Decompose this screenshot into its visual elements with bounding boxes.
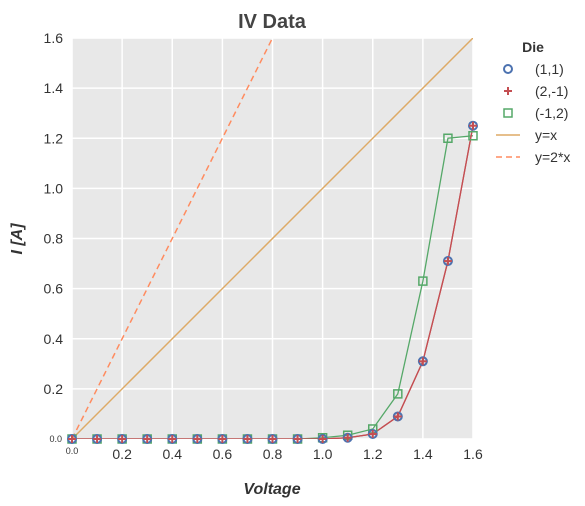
legend-title: Die xyxy=(522,39,544,55)
data-point-plus xyxy=(293,435,302,443)
data-point-square xyxy=(468,130,478,141)
legend-item: y=x xyxy=(496,127,557,143)
series-markers xyxy=(67,120,478,444)
y-axis-label: I [A] xyxy=(9,223,26,255)
legend-label: (1,1) xyxy=(535,61,564,77)
legend-item: (1,1) xyxy=(503,61,564,77)
x-tick-label: 1.0 xyxy=(313,446,333,462)
legend-item: (2,-1) xyxy=(504,83,568,99)
ref-line-y-2x xyxy=(72,38,274,439)
data-point-plus xyxy=(243,435,252,443)
y-tick-label: 0.4 xyxy=(44,331,64,347)
legend-item: (-1,2) xyxy=(503,105,568,121)
x-tick-label: 1.2 xyxy=(363,446,383,462)
chart-title: IV Data xyxy=(238,11,307,33)
y-tick-label: 0.8 xyxy=(44,231,64,247)
legend-label: (2,-1) xyxy=(535,83,568,99)
y-tick-labels: 0.0 0.2 0.4 0.6 0.8 1.0 1.2 1.4 1.6 xyxy=(44,30,64,444)
data-point-plus xyxy=(118,435,127,443)
reference-lines xyxy=(72,38,473,439)
data-point-plus xyxy=(143,435,152,443)
data-point-plus xyxy=(343,433,352,442)
y-tick-label: 1.2 xyxy=(44,130,64,146)
data-point-square xyxy=(443,133,453,143)
x-axis-label: Voltage xyxy=(243,481,300,498)
series-line xyxy=(72,125,473,439)
x-tick-label: 0.8 xyxy=(263,446,283,462)
y-tick-label: 1.0 xyxy=(44,180,64,196)
y-tick-label: 1.4 xyxy=(44,80,64,96)
data-point-plus xyxy=(469,121,477,130)
x-tick-label: 0.4 xyxy=(163,446,183,462)
y-tick-label: 0.6 xyxy=(44,281,64,297)
data-point-plus xyxy=(368,429,377,438)
data-point-square xyxy=(393,389,403,399)
y-tick-label: 1.6 xyxy=(44,30,64,46)
data-point-plus xyxy=(318,435,327,443)
data-point-square xyxy=(503,108,513,118)
x-tick-label: 0.2 xyxy=(112,446,132,462)
data-point-plus xyxy=(418,357,427,366)
data-point-plus xyxy=(393,412,402,421)
x-tick-labels: 0.0 0.2 0.4 0.6 0.8 1.0 1.2 1.4 1.6 xyxy=(66,446,483,462)
legend-label: y=2*x xyxy=(535,149,570,165)
legend-label: y=x xyxy=(535,127,557,143)
series-lines xyxy=(72,125,473,439)
x-tick-label: 1.4 xyxy=(413,446,433,462)
legend-label: (-1,2) xyxy=(535,105,568,121)
x-tick-label: 0.0 xyxy=(66,446,79,456)
data-point-plus xyxy=(443,257,452,266)
data-point-square xyxy=(418,276,428,286)
data-point-plus xyxy=(218,435,227,443)
legend: Die (1,1) (2,-1) (-1,2) y=x y=2*x xyxy=(496,39,570,165)
y-tick-label: 0.0 xyxy=(49,434,62,444)
x-tick-label: 1.6 xyxy=(463,446,483,462)
ref-line-y-x xyxy=(72,38,473,439)
data-point-plus xyxy=(268,435,277,443)
data-point-plus xyxy=(93,435,102,443)
data-point-plus xyxy=(68,435,76,443)
data-point-plus xyxy=(168,435,177,443)
y-tick-label: 0.2 xyxy=(44,381,64,397)
data-point-plus xyxy=(504,87,512,95)
series-line xyxy=(72,135,473,439)
data-point-circle xyxy=(503,64,513,74)
legend-item: y=2*x xyxy=(496,149,570,165)
data-point-plus xyxy=(193,435,202,443)
x-tick-label: 0.6 xyxy=(213,446,233,462)
